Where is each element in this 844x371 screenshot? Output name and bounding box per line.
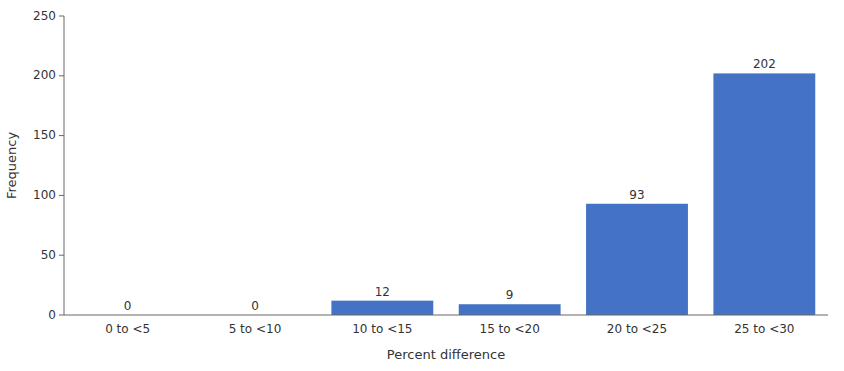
bars — [331, 73, 815, 315]
bar — [713, 73, 815, 315]
y-tick-label: 150 — [33, 128, 56, 142]
data-label: 0 — [251, 299, 259, 313]
bar — [331, 301, 433, 315]
y-axis-line — [64, 16, 65, 315]
y-tick — [59, 135, 64, 136]
data-label: 0 — [124, 299, 132, 313]
x-tick-label: 10 to <15 — [352, 322, 412, 336]
y-tick-label: 0 — [48, 308, 56, 322]
data-labels: 0 0 12 9 93 202 — [124, 57, 776, 313]
x-axis: 0 to <5 5 to <10 10 to <15 15 to <20 20 to <… — [105, 322, 794, 336]
data-label: 202 — [753, 57, 776, 71]
x-tick-label: 20 to <25 — [607, 322, 667, 336]
y-tick-label: 50 — [41, 248, 56, 262]
y-tick — [59, 75, 64, 76]
chart-container: 0 50 100 150 200 250 0 to <5 5 to <10 10 to <15 1… — [0, 0, 844, 371]
bar — [586, 204, 688, 315]
x-axis-label: Percent difference — [387, 347, 505, 362]
y-tick — [59, 315, 64, 316]
y-tick — [59, 16, 64, 17]
bar — [459, 304, 561, 315]
x-tick-label: 25 to <30 — [734, 322, 794, 336]
y-tick-label: 200 — [33, 68, 56, 82]
data-label: 93 — [629, 188, 644, 202]
x-tick-label: 15 to <20 — [480, 322, 540, 336]
y-tick — [59, 195, 64, 196]
x-tick-label: 5 to <10 — [229, 322, 282, 336]
x-tick-label: 0 to <5 — [105, 322, 150, 336]
y-tick-label: 100 — [33, 188, 56, 202]
chart-svg: 0 50 100 150 200 250 0 to <5 5 to <10 10 to <15 1… — [0, 0, 844, 371]
x-axis-line — [64, 315, 828, 316]
y-tick-label: 250 — [33, 9, 56, 23]
y-axis-label: Frequency — [4, 132, 19, 199]
y-axis: 0 50 100 150 200 250 — [33, 9, 64, 322]
y-tick — [59, 255, 64, 256]
data-label: 9 — [506, 288, 514, 302]
data-label: 12 — [375, 285, 390, 299]
